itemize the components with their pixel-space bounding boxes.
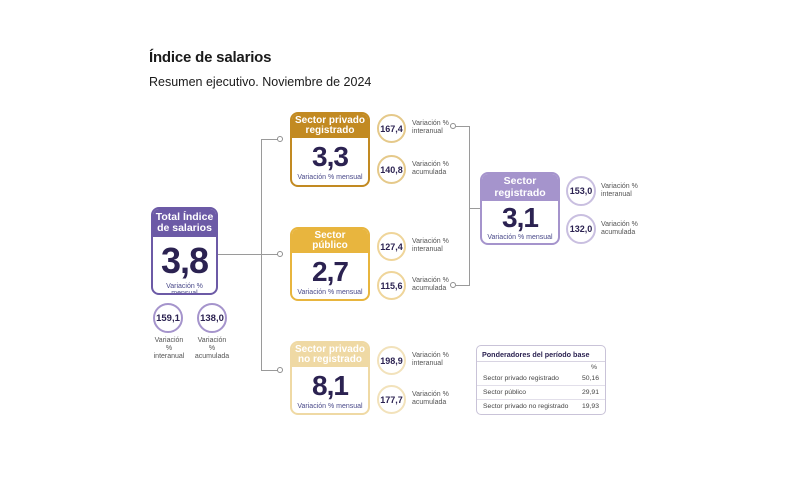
total-monthly-caption: Variación % mensual [166,283,203,295]
ponderadores-title: Ponderadores del período base [477,346,605,362]
total-interanual-circle: 159,1 [153,303,183,333]
label-line: Variación % [154,337,184,353]
connector-line [456,126,469,127]
label-line: Variación % [601,183,638,190]
total-acumulada-label: Variación % acumulada [194,337,230,361]
connector-line [261,254,279,255]
total-monthly-value: 3,8 [160,240,209,281]
label-line: interanual [412,246,443,254]
total-interanual-label: Variación % interanual [152,337,186,361]
table-row: Sector privado no registrado 19,93 [477,400,605,413]
card-header: Sector registrado [482,174,558,201]
monthly-caption: Variación % mensual [297,289,363,296]
connector-dot [277,367,283,373]
interanual-circle: 127,4 [377,232,406,261]
interanual-label: Variación % interanual [412,120,449,136]
card-header: Sector público [292,229,368,253]
acumulada-circle: 115,6 [377,271,406,300]
label-line: acumulada [412,399,447,407]
row-label: Sector privado no registrado [483,403,569,410]
interanual-label: Variación % interanual [601,183,638,199]
interanual-circle: 167,4 [377,114,406,143]
row-value: 19,93 [581,403,599,410]
ponderadores-table: Ponderadores del período base % Sector p… [476,345,606,415]
connector-dot [277,251,283,257]
label-line: Variación % [412,352,449,359]
acumulada-label: Variación % acumulada [412,161,449,177]
monthly-value: 3,1 [502,202,539,233]
card-title-line1: Sector privado [294,343,366,355]
card-title-line1: Sector [503,175,537,188]
sector-publico-card: Sector público 2,7 Variación % mensual [290,227,370,301]
label-line: interanual [412,360,443,368]
card-title-line1: Sector [314,229,346,241]
label-line: Variación % [412,277,449,284]
total-index-card-header: Total Índice de salarios [153,209,216,237]
ponderadores-unit: % [590,364,597,371]
row-value: 50,16 [581,375,599,382]
monthly-value: 2,7 [312,256,349,287]
label-line: Variación % [412,161,449,168]
monthly-caption: Variación % mensual [487,234,553,241]
interanual-circle: 198,9 [377,346,406,375]
acumulada-circle: 140,8 [377,155,406,184]
connector-dot [277,136,283,142]
sector-registrado-card: Sector registrado 3,1 Variación % mensua… [480,172,560,245]
card-title-line2: registrado [305,125,355,136]
connector-line [261,370,279,371]
connector-line [469,208,481,209]
total-index-card: Total Índice de salarios 3,8 Variación %… [151,207,218,295]
label-line: acumulada [601,229,636,237]
label-line: Variación % [412,120,449,127]
interanual-label: Variación % interanual [412,238,449,254]
table-row: Sector público 29,91 [477,386,605,400]
connector-line [261,139,262,371]
label-line: Variación % [412,391,449,398]
page-subtitle: Resumen ejecutivo. Noviembre de 2024 [149,75,372,89]
acumulada-label: Variación % acumulada [412,277,449,293]
row-label: Sector privado registrado [483,375,559,382]
card-title-line2: no registrado [298,354,362,365]
acumulada-label: Variación % acumulada [601,221,638,237]
label-line: interanual [153,353,185,361]
sector-privado-registrado-card: Sector privado registrado 3,3 Variación … [290,112,370,187]
acumulada-circle: 132,0 [566,214,596,244]
monthly-caption: Variación % mensual [297,174,363,181]
acumulada-circle: 177,7 [377,385,406,414]
total-acumulada-circle: 138,0 [197,303,227,333]
sector-no-registrado-card: Sector privado no registrado 8,1 Variaci… [290,341,370,415]
connector-line [216,254,262,255]
label-line: Variación % [412,238,449,245]
card-title-line2: público [312,240,348,251]
label-line: interanual [601,191,632,199]
total-title-line1: Total Índice [155,210,214,223]
total-title-line2: de salarios [157,222,212,234]
connector-dot [450,123,456,129]
connector-dot [450,282,456,288]
interanual-circle: 153,0 [566,176,596,206]
acumulada-label: Variación % acumulada [412,391,449,407]
monthly-value: 8,1 [312,370,349,401]
label-line: Variación % [601,221,638,228]
card-header: Sector privado registrado [292,114,368,138]
label-line: acumulada [194,353,230,361]
label-line: interanual [412,128,443,136]
page-title: Índice de salarios [149,49,272,66]
label-line: Variación % [197,337,227,353]
connector-line [469,126,470,286]
monthly-value: 3,3 [312,141,349,172]
connector-line [261,139,279,140]
monthly-caption: Variación % mensual [297,403,363,410]
connector-line [456,285,469,286]
label-line: acumulada [412,285,447,293]
interanual-label: Variación % interanual [412,352,449,368]
row-label: Sector público [483,389,527,396]
card-title-line1: Sector privado [294,114,366,126]
row-value: 29,91 [581,389,599,396]
table-row: Sector privado registrado 50,16 [477,372,605,386]
card-title-line2: registrado [494,186,546,199]
card-header: Sector privado no registrado [292,343,368,367]
label-line: acumulada [412,169,447,177]
